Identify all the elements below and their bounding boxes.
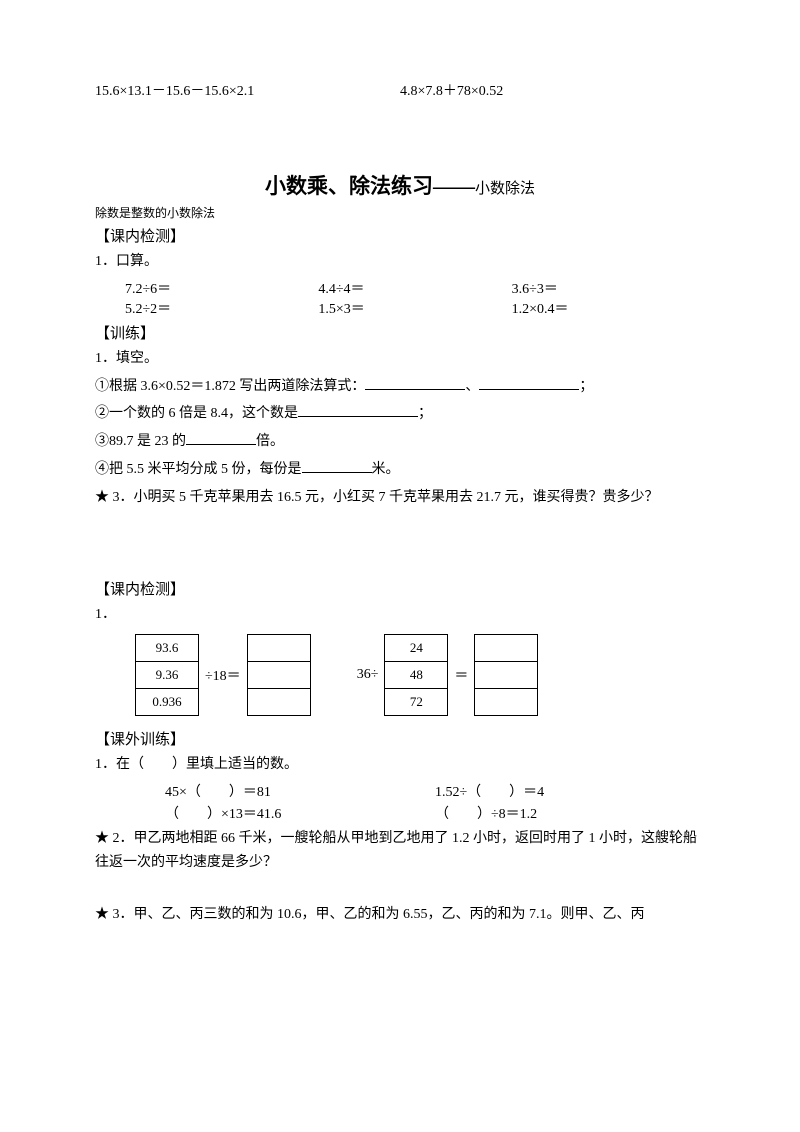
title-main: 小数乘、除法练习—— <box>265 174 475 198</box>
train-q1: 1．填空。 <box>95 347 705 371</box>
t1-r3: 0.936 <box>136 689 199 716</box>
fill-1b: 1.52÷（ ）＝4 <box>435 781 705 801</box>
train-l3b: 倍。 <box>256 434 284 449</box>
sec1-q1: 1．口算。 <box>95 250 705 274</box>
table-left-values: 93.6 9.36 0.936 <box>135 634 199 716</box>
train-l3a: ③89.7 是 23 的 <box>95 434 186 449</box>
table-right-answers[interactable] <box>474 634 538 716</box>
train-line3: ③89.7 是 23 的 倍。 <box>95 430 705 454</box>
expr-right: 4.8×7.8＋78×0.52 <box>400 80 705 100</box>
t1-r2: 9.36 <box>136 662 199 689</box>
blank-1a[interactable] <box>365 375 465 390</box>
train-line4: ④把 5.5 米平均分成 5 份，每份是 米。 <box>95 458 705 482</box>
oral-row-1: 7.2÷6＝ 4.4÷4＝ 3.6÷3＝ <box>95 278 705 298</box>
train-line1: ①根据 3.6×0.52＝1.872 写出两道除法算式： 、 ； <box>95 375 705 399</box>
out-q3: ★ 3．甲、乙、丙三数的和为 10.6，甲、乙的和为 6.55，乙、丙的和为 7… <box>95 903 705 927</box>
table-left-answers[interactable] <box>247 634 311 716</box>
subtitle-note: 除数是整数的小数除法 <box>95 204 705 221</box>
out-head: 【课外训练】 <box>95 728 705 749</box>
section-1-head: 【课内检测】 <box>95 225 705 246</box>
fill-row-1: 45×（ ）＝81 1.52÷（ ）＝4 <box>95 781 705 801</box>
oral-2c: 1.2×0.4＝ <box>512 298 705 318</box>
t1-r1: 93.6 <box>136 635 199 662</box>
op-div18: ÷18＝ <box>205 665 241 685</box>
train-l1a: ①根据 3.6×0.52＝1.872 写出两道除法算式： <box>95 379 365 394</box>
oral-2b: 1.5×3＝ <box>318 298 511 318</box>
train-l4a: ④把 5.5 米平均分成 5 份，每份是 <box>95 462 302 477</box>
out-q2: ★ 2．甲乙两地相距 66 千米，一艘轮船从甲地到乙地用了 1.2 小时，返回时… <box>95 827 705 875</box>
blank-4[interactable] <box>302 458 372 473</box>
expr-left: 15.6×13.1－15.6－15.6×2.1 <box>95 80 400 100</box>
page-title: 小数乘、除法练习——小数除法 <box>95 170 705 200</box>
t2-r3: 72 <box>385 689 448 716</box>
box-equation-row: 93.6 9.36 0.936 ÷18＝ 36÷ 24 48 72 ＝ <box>135 634 705 716</box>
fill-row-2: （ ）×13＝41.6 （ ）÷8＝1.2 <box>95 803 705 823</box>
section-2-head: 【课内检测】 <box>95 578 705 599</box>
train-head: 【训练】 <box>95 322 705 343</box>
oral-1b: 4.4÷4＝ <box>318 278 511 298</box>
blank-1b[interactable] <box>479 375 579 390</box>
out-q1: 1．在（ ）里填上适当的数。 <box>95 753 705 777</box>
table-right-values: 24 48 72 <box>384 634 448 716</box>
t2-r2: 48 <box>385 662 448 689</box>
oral-1a: 7.2÷6＝ <box>125 278 318 298</box>
train-l4b: 米。 <box>372 462 400 477</box>
op-eq: ＝ <box>454 665 468 685</box>
blank-2[interactable] <box>298 402 418 417</box>
oral-1c: 3.6÷3＝ <box>512 278 705 298</box>
train-l1b: 、 <box>465 379 479 394</box>
fill-2b: （ ）÷8＝1.2 <box>435 803 705 823</box>
train-q3: ★ 3．小明买 5 千克苹果用去 16.5 元，小红买 7 千克苹果用去 21.… <box>95 486 705 510</box>
train-l2b: ； <box>418 406 432 421</box>
train-l1c: ； <box>579 379 593 394</box>
t2-r1: 24 <box>385 635 448 662</box>
op-36div: 36÷ <box>357 667 379 683</box>
sec2-q1: 1． <box>95 603 705 627</box>
train-l2a: ②一个数的 6 倍是 8.4，这个数是 <box>95 406 298 421</box>
fill-1a: 45×（ ）＝81 <box>165 781 435 801</box>
blank-3[interactable] <box>186 430 256 445</box>
oral-row-2: 5.2÷2＝ 1.5×3＝ 1.2×0.4＝ <box>95 298 705 318</box>
oral-2a: 5.2÷2＝ <box>125 298 318 318</box>
top-expressions: 15.6×13.1－15.6－15.6×2.1 4.8×7.8＋78×0.52 <box>95 80 705 100</box>
train-line2: ②一个数的 6 倍是 8.4，这个数是 ； <box>95 402 705 426</box>
fill-2a: （ ）×13＝41.6 <box>165 803 435 823</box>
title-sub: 小数除法 <box>475 181 535 197</box>
